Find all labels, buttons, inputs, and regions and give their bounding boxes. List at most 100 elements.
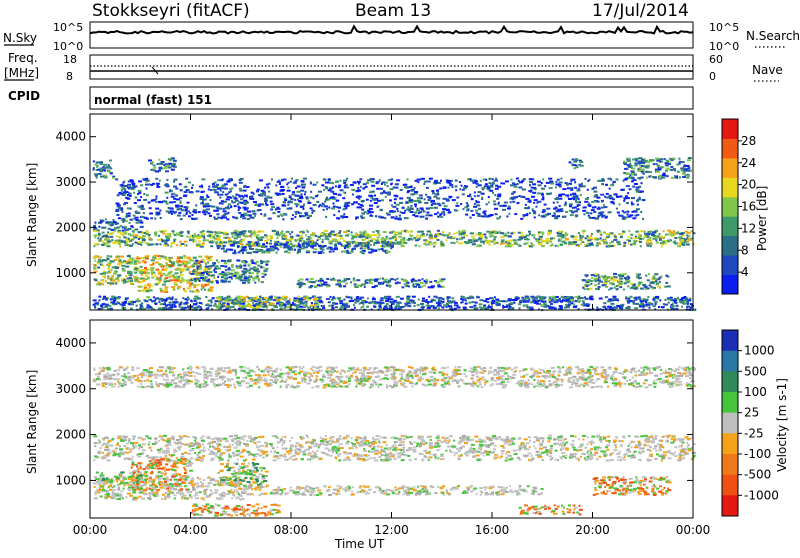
data-cell (179, 306, 181, 308)
data-cell (198, 268, 202, 270)
data-cell (602, 240, 604, 242)
data-cell (381, 199, 384, 201)
data-cell (407, 190, 410, 192)
data-cell (353, 304, 355, 306)
data-cell (166, 238, 170, 240)
data-cell (411, 302, 415, 304)
data-cell (434, 243, 436, 245)
data-cell (426, 181, 429, 183)
data-cell (100, 176, 104, 178)
data-cell (640, 300, 642, 302)
data-cell (258, 250, 262, 252)
data-cell (340, 180, 342, 182)
data-cell (368, 240, 370, 242)
nsky-top-tick: 10^5 (53, 21, 83, 34)
data-cell (670, 169, 673, 171)
data-cell (599, 232, 602, 234)
data-cell (147, 277, 150, 279)
data-cell (310, 234, 314, 236)
data-cell (163, 303, 166, 305)
data-cell (648, 176, 650, 178)
data-cell (643, 173, 645, 175)
data-cell (367, 242, 370, 244)
data-cell (339, 285, 342, 287)
data-cell (641, 159, 644, 161)
data-cell (590, 283, 592, 285)
data-cell (174, 306, 177, 308)
data-cell (521, 234, 524, 236)
data-cell (330, 233, 332, 235)
power-panel (90, 114, 696, 311)
data-cell (354, 302, 356, 304)
data-cell (249, 275, 251, 277)
data-cell (282, 193, 285, 195)
data-cell (686, 241, 689, 243)
data-cell (671, 177, 675, 179)
data-cell (569, 183, 572, 185)
data-cell (499, 205, 503, 207)
data-cell (638, 296, 641, 298)
data-cell (368, 246, 370, 248)
data-cell (538, 233, 540, 235)
data-cell (213, 269, 215, 271)
data-cell (495, 178, 497, 180)
data-cell (426, 212, 429, 214)
data-cell (422, 233, 425, 235)
data-cell (343, 192, 345, 194)
data-cell (542, 301, 544, 303)
data-cell (677, 245, 681, 247)
data-cell (187, 202, 190, 204)
data-cell (415, 245, 417, 247)
data-cell (109, 236, 113, 238)
data-cell (201, 284, 203, 286)
data-cell (541, 215, 544, 217)
data-cell (641, 169, 645, 171)
data-cell (642, 218, 644, 220)
data-cell (242, 252, 244, 254)
data-cell (165, 165, 169, 167)
data-cell (492, 178, 494, 180)
data-cell (162, 233, 165, 235)
data-cell (414, 187, 416, 189)
data-cell (630, 244, 632, 246)
data-cell (183, 255, 186, 257)
data-cell (239, 190, 242, 192)
data-cell (436, 302, 438, 304)
data-cell (264, 200, 268, 202)
data-cell (165, 170, 169, 172)
data-cell (633, 303, 636, 305)
data-cell (671, 159, 674, 161)
data-cell (231, 264, 234, 266)
data-cell (518, 232, 521, 234)
data-cell (228, 281, 231, 283)
data-cell (675, 176, 677, 178)
data-cell (318, 191, 322, 193)
data-cell (361, 300, 365, 302)
data-cell (565, 242, 567, 244)
data-cell (156, 243, 159, 245)
data-cell (600, 194, 604, 196)
data-cell (589, 212, 592, 214)
data-cell (290, 246, 292, 248)
data-cell (253, 213, 257, 215)
data-cell (414, 203, 417, 205)
data-cell (360, 247, 363, 249)
data-cell (424, 202, 428, 204)
data-cell (565, 238, 569, 240)
data-cell (468, 208, 470, 210)
data-cell (227, 237, 230, 239)
data-cell (261, 301, 263, 303)
data-cell (298, 280, 300, 282)
data-cell (146, 296, 150, 298)
data-cell (277, 215, 280, 217)
data-cell (472, 214, 475, 216)
data-cell (121, 211, 123, 213)
data-cell (221, 248, 225, 250)
data-cell (130, 261, 133, 263)
data-cell (227, 303, 230, 305)
data-cell (200, 277, 204, 279)
data-cell (221, 200, 224, 202)
data-cell (523, 178, 526, 180)
data-cell (391, 231, 393, 233)
data-cell (173, 289, 175, 291)
